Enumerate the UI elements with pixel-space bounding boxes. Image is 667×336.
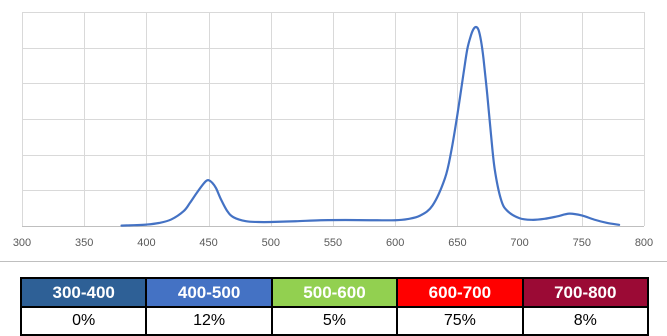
x-tick-label: 700 bbox=[510, 237, 528, 249]
x-tick-label: 550 bbox=[324, 237, 342, 249]
band-percent-cell: 0% bbox=[19, 306, 148, 336]
band-percent-cell: 12% bbox=[145, 306, 273, 336]
band-percent-row: 0% 12% 5% 75% 8% bbox=[19, 306, 650, 336]
x-tick-label: 650 bbox=[448, 237, 466, 249]
x-tick-label: 450 bbox=[199, 237, 217, 249]
spectrum-series-line bbox=[120, 25, 621, 227]
band-header-row: 300-400 400-500 500-600 600-700 700-800 bbox=[19, 277, 650, 308]
x-tick-label: 300 bbox=[13, 237, 31, 249]
band-percent-cell: 5% bbox=[270, 306, 399, 336]
x-tick-label: 600 bbox=[386, 237, 404, 249]
band-percent-cell: 8% bbox=[521, 306, 650, 336]
band-label-cell: 400-500 bbox=[145, 277, 273, 308]
band-label-cell: 700-800 bbox=[521, 277, 650, 308]
x-axis-tick-labels: 300 350 400 450 500 550 600 650 700 750 800 bbox=[13, 237, 653, 249]
x-tick-label: 800 bbox=[635, 237, 653, 249]
wavelength-band-table: 300-400 400-500 500-600 600-700 700-800 … bbox=[19, 277, 650, 336]
x-tick-label: 750 bbox=[573, 237, 591, 249]
band-label-cell: 500-600 bbox=[270, 277, 399, 308]
x-tick-label: 350 bbox=[75, 237, 93, 249]
band-label-cell: 600-700 bbox=[396, 277, 524, 308]
band-label-cell: 300-400 bbox=[19, 277, 148, 308]
band-percent-cell: 75% bbox=[396, 306, 524, 336]
x-tick-label: 500 bbox=[262, 237, 280, 249]
chart-grid bbox=[0, 12, 667, 262]
x-tick-label: 400 bbox=[137, 237, 155, 249]
